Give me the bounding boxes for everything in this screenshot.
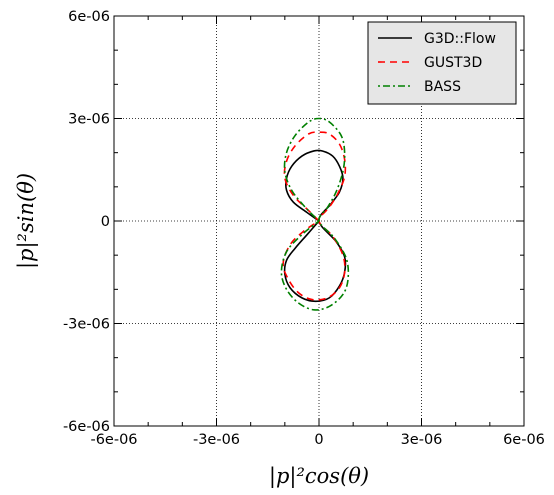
series-line-gust3d (282, 131, 347, 301)
x-tick-label-1: -3e-06 (193, 432, 240, 448)
x-tick-label-0: -6e-06 (90, 432, 137, 448)
legend-label-0: G3D::Flow (424, 31, 496, 47)
axis-ticks (113, 15, 525, 427)
x-tick-label-2: 0 (314, 432, 323, 448)
plot-series (280, 117, 350, 311)
y-tick-label-2: 0 (101, 214, 110, 230)
x-tick-label-4: 6e-06 (503, 432, 545, 448)
x-tick-label-3: 3e-06 (401, 432, 443, 448)
y-tick-label-1: -3e-06 (63, 317, 110, 333)
legend-box (367, 21, 517, 105)
axis-labels: |p|²cos(θ) |p|²sin(θ) (14, 173, 369, 489)
y-tick-label-3: 3e-06 (68, 112, 110, 128)
legend-label-1: GUST3D (424, 55, 482, 71)
y-tick-label-4: 6e-06 (68, 9, 110, 25)
x-axis-label: |p|²cos(θ) (269, 464, 369, 489)
legend-label-2: BASS (424, 79, 461, 95)
y-tick-label-0: -6e-06 (63, 419, 110, 435)
y-axis-label: |p|²sin(θ) (14, 173, 39, 269)
series-line-bass (280, 117, 350, 311)
tick-labels: -6e-06 -3e-06 0 3e-06 6e-06 -6e-06 -3e-06 0 3e-0… (63, 9, 545, 448)
